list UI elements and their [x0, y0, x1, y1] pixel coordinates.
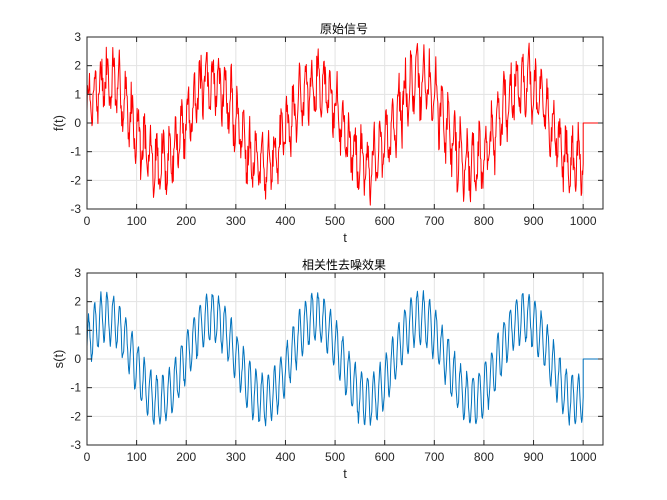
chart-title: 原始信号	[320, 22, 368, 36]
y-tick-label: 3	[74, 266, 81, 280]
x-tick-label: 700	[424, 450, 444, 464]
y-tick-label: 2	[74, 295, 81, 309]
x-tick-label: 1000	[570, 214, 597, 228]
axis-ticks: 0 100 200 300 400 500 600 700 800 900 1000 -3 -2 -1 0 1…	[70, 30, 603, 228]
y-tick-label: -2	[70, 173, 81, 187]
y-axis-label: f(t)	[51, 115, 66, 131]
y-tick-label: -1	[70, 381, 81, 395]
x-tick-label: 800	[474, 214, 494, 228]
x-tick-label: 0	[84, 214, 91, 228]
x-tick-label: 900	[524, 214, 544, 228]
x-tick-label: 300	[226, 214, 246, 228]
chart-title: 相关性去噪效果	[302, 257, 386, 272]
y-tick-label: 0	[74, 352, 81, 366]
x-axis-label: t	[343, 466, 347, 481]
y-tick-label: 0	[74, 116, 81, 130]
y-tick-label: -3	[70, 202, 81, 216]
x-tick-label: 400	[275, 214, 295, 228]
x-tick-label: 400	[275, 450, 295, 464]
y-tick-label: 2	[74, 59, 81, 73]
x-tick-label: 0	[84, 450, 91, 464]
y-axis-label: s(t)	[51, 350, 66, 369]
axes-frame	[86, 272, 604, 446]
series-line-f	[86, 42, 603, 206]
y-tick-label: 1	[74, 87, 81, 101]
y-tick-label: 3	[74, 30, 81, 44]
x-tick-label: 600	[375, 450, 395, 464]
x-tick-label: 1000	[570, 450, 597, 464]
subplot-original-signal: 原始信号 0 100 200 300 400 500 600 700 800 900 1000 -3 -…	[51, 22, 604, 245]
x-tick-label: 500	[325, 214, 345, 228]
series-line-s	[86, 290, 603, 427]
x-tick-label: 100	[127, 214, 147, 228]
y-tick-label: -2	[70, 409, 81, 423]
grid	[86, 272, 603, 446]
x-tick-label: 100	[127, 450, 147, 464]
x-tick-label: 200	[176, 450, 196, 464]
x-tick-label: 700	[424, 214, 444, 228]
axes-frame	[86, 36, 604, 210]
x-tick-label: 900	[524, 450, 544, 464]
subplot-denoised-signal: 相关性去噪效果 0 100 200 300 400 500 600 700 800 900 1000…	[51, 257, 604, 481]
x-tick-label: 300	[226, 450, 246, 464]
x-tick-label: 200	[176, 214, 196, 228]
x-tick-label: 800	[474, 450, 494, 464]
x-tick-label: 600	[375, 214, 395, 228]
x-tick-label: 500	[325, 450, 345, 464]
x-axis-label: t	[343, 230, 347, 245]
y-tick-label: -1	[70, 145, 81, 159]
y-tick-label: 1	[74, 323, 81, 337]
y-tick-label: -3	[70, 438, 81, 452]
